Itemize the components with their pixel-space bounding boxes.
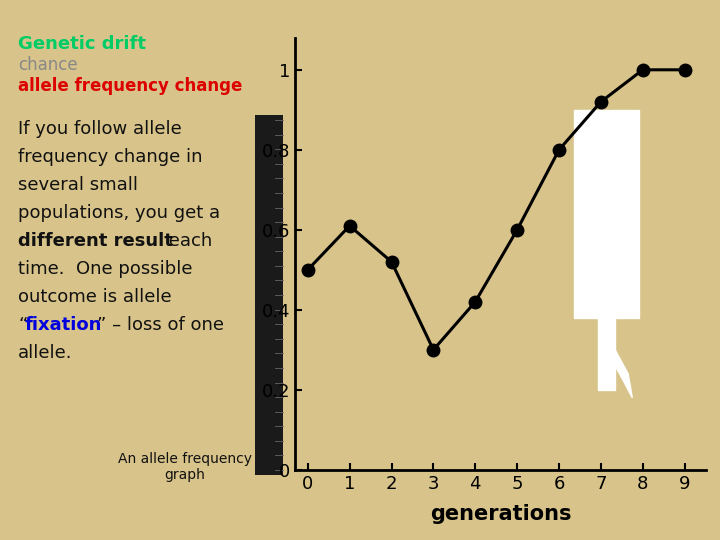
Text: Genetic drift: Genetic drift (18, 35, 146, 53)
Text: ” – loss of one: ” – loss of one (97, 316, 224, 334)
Text: different result: different result (18, 232, 173, 250)
Text: several small: several small (18, 176, 138, 194)
Polygon shape (615, 350, 632, 398)
Text: allele frequency change: allele frequency change (18, 77, 243, 95)
Text: fixation: fixation (25, 316, 102, 334)
Text: time.  One possible: time. One possible (18, 260, 192, 278)
Text: frequency change in: frequency change in (18, 148, 202, 166)
X-axis label: generations: generations (430, 504, 571, 524)
Text: graph: graph (165, 468, 205, 482)
Text: An allele frequency: An allele frequency (118, 452, 252, 466)
Bar (255, 115, 283, 475)
Bar (574, 110, 639, 318)
Text: populations, you get a: populations, you get a (18, 204, 220, 222)
Text: outcome is allele: outcome is allele (18, 288, 171, 306)
Text: “: “ (18, 316, 27, 334)
Text: chance: chance (18, 56, 78, 74)
Text: each: each (163, 232, 212, 250)
Bar (598, 314, 615, 390)
Text: allele.: allele. (18, 344, 73, 362)
Text: If you follow allele: If you follow allele (18, 120, 181, 138)
